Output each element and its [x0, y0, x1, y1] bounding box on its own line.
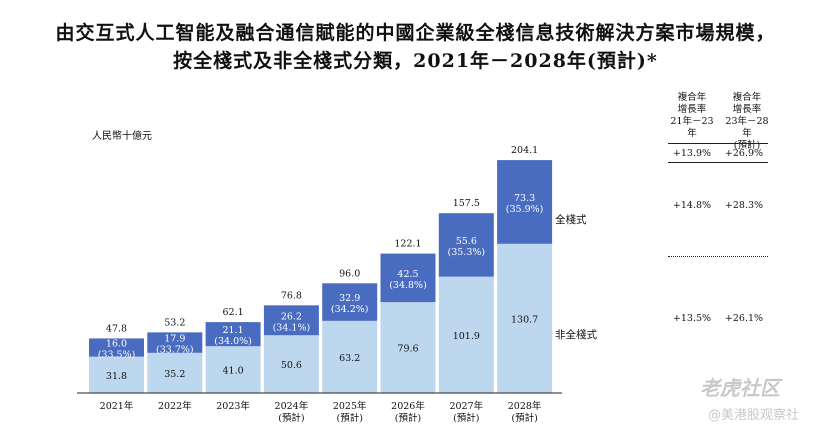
cagr-header-2328-line3: 23年－28年 [725, 116, 769, 139]
chart-title-line2: 按全棧式及非全棧式分類，2021年－2028年(預計)* [173, 50, 658, 72]
bar-label-nonfullstack: 41.0 [223, 366, 244, 377]
bar-share-fullstack: (34.2%) [331, 304, 369, 315]
bar-total-label: 47.8 [106, 323, 127, 334]
cagr-nonfullstack-2123: +13.5% [672, 313, 712, 324]
cagr-fullstack-2123: +14.8% [672, 200, 712, 211]
bar-label-fullstack: 32.9 [339, 293, 360, 304]
bar-label-fullstack: 17.9 [164, 334, 185, 345]
bar-nonfullstack [497, 243, 553, 393]
cagr-total-2123: +13.9% [672, 148, 712, 159]
legend-fullstack: 全棧式 [555, 214, 587, 226]
bar-fullstack [380, 253, 436, 303]
bar-label-nonfullstack: 31.8 [106, 371, 127, 382]
cagr-header-2328: 複合年 增長率 23年－28年 (預計) [722, 92, 772, 152]
bar-nonfullstack [205, 346, 261, 393]
x-tick-label: 2025年 [333, 400, 367, 412]
cagr-header-2328-line1: 複合年 [732, 92, 762, 103]
cagr-divider [668, 256, 768, 257]
cagr-top-rule [668, 143, 768, 144]
legend-nonfullstack: 非全棧式 [555, 329, 597, 341]
x-tick-label: 2021年 [100, 400, 134, 412]
cagr-header-2123-line2: 增長率 [677, 104, 707, 115]
watermark-logo-text: 老虎社区 [700, 376, 780, 400]
bar-total-label: 122.1 [394, 239, 421, 250]
bar-nonfullstack [89, 356, 144, 393]
bar-fullstack [263, 305, 319, 336]
bar-label-fullstack: 42.5 [397, 269, 418, 280]
x-tick-label: 2026年 [391, 400, 425, 412]
cagr-total-2328: +26.9% [724, 148, 764, 159]
bar-share-fullstack: (33.7%) [156, 345, 194, 356]
bar-fullstack [147, 332, 203, 353]
cagr-nonfullstack-2328: +26.1% [724, 313, 764, 324]
bar-fullstack [438, 213, 494, 277]
bar-label-nonfullstack: 101.9 [453, 331, 480, 342]
bar-label-fullstack: 21.1 [223, 325, 244, 336]
bar-label-fullstack: 73.3 [514, 193, 535, 204]
x-tick-sublabel: (預計) [511, 412, 537, 424]
bar-nonfullstack [322, 320, 378, 393]
cagr-total-rule [668, 162, 768, 163]
bar-nonfullstack [263, 335, 319, 393]
chart-title-line1: 由交互式人工智能及融合通信賦能的中國企業級全棧信息技術解決方案市場規模， [55, 22, 776, 44]
bar-label-fullstack: 16.0 [106, 339, 127, 350]
bar-label-nonfullstack: 50.6 [281, 360, 302, 371]
x-tick-label: 2028年 [508, 400, 542, 412]
bar-label-fullstack: 26.2 [281, 311, 302, 322]
bar-fullstack [89, 338, 144, 357]
bar-total-label: 62.1 [223, 307, 244, 318]
bar-nonfullstack [438, 276, 494, 393]
cagr-header-2328-line4: (預計) [733, 140, 761, 151]
unit-label: 人民幣十億元 [92, 131, 152, 142]
cagr-header-2123: 複合年 增長率 21年－23年 [670, 92, 714, 140]
x-tick-sublabel: (預計) [278, 412, 304, 424]
bar-label-nonfullstack: 63.2 [339, 353, 360, 364]
bar-total-label: 204.1 [511, 145, 538, 156]
bar-fullstack [322, 283, 378, 321]
bar-nonfullstack [380, 302, 436, 393]
bar-share-fullstack: (34.1%) [273, 322, 311, 333]
bar-total-label: 76.8 [281, 290, 302, 301]
bar-fullstack [205, 322, 261, 347]
x-tick-label: 2022年 [158, 400, 192, 412]
x-tick-label: 2023年 [216, 400, 250, 412]
x-tick-label: 2027年 [449, 400, 483, 412]
x-tick-sublabel: (預計) [453, 412, 479, 424]
x-tick-sublabel: (預計) [336, 412, 362, 424]
bar-share-fullstack: (33.5%) [98, 350, 136, 361]
watermark-handle: @美港股观察社 [708, 408, 800, 423]
bar-label-nonfullstack: 35.2 [164, 369, 185, 380]
x-tick-label: 2024年 [275, 400, 309, 412]
bar-share-fullstack: (34.0%) [214, 336, 252, 347]
bar-fullstack [497, 160, 553, 244]
bar-total-label: 53.2 [164, 317, 185, 328]
bar-label-nonfullstack: 79.6 [397, 344, 418, 355]
bar-total-label: 96.0 [339, 268, 360, 279]
x-tick-sublabel: (預計) [395, 412, 421, 424]
bar-share-fullstack: (35.9%) [506, 204, 544, 215]
cagr-header-2123-line1: 複合年 [677, 92, 707, 103]
bar-label-fullstack: 55.6 [456, 236, 477, 247]
cagr-header-2328-line2: 增長率 [732, 104, 762, 115]
bar-share-fullstack: (35.3%) [448, 247, 486, 258]
cagr-fullstack-2328: +28.3% [724, 200, 764, 211]
bar-total-label: 157.5 [453, 198, 480, 209]
bar-nonfullstack [147, 352, 203, 393]
bar-label-nonfullstack: 130.7 [511, 314, 538, 325]
cagr-header-2123-line3: 21年－23年 [670, 116, 714, 139]
bar-share-fullstack: (34.8%) [389, 280, 427, 291]
